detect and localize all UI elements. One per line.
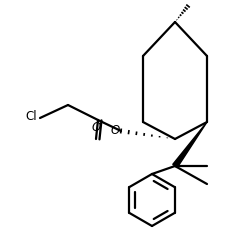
Text: O: O xyxy=(91,121,100,134)
Text: O: O xyxy=(110,124,120,137)
Text: Cl: Cl xyxy=(25,111,37,124)
Polygon shape xyxy=(172,122,206,168)
